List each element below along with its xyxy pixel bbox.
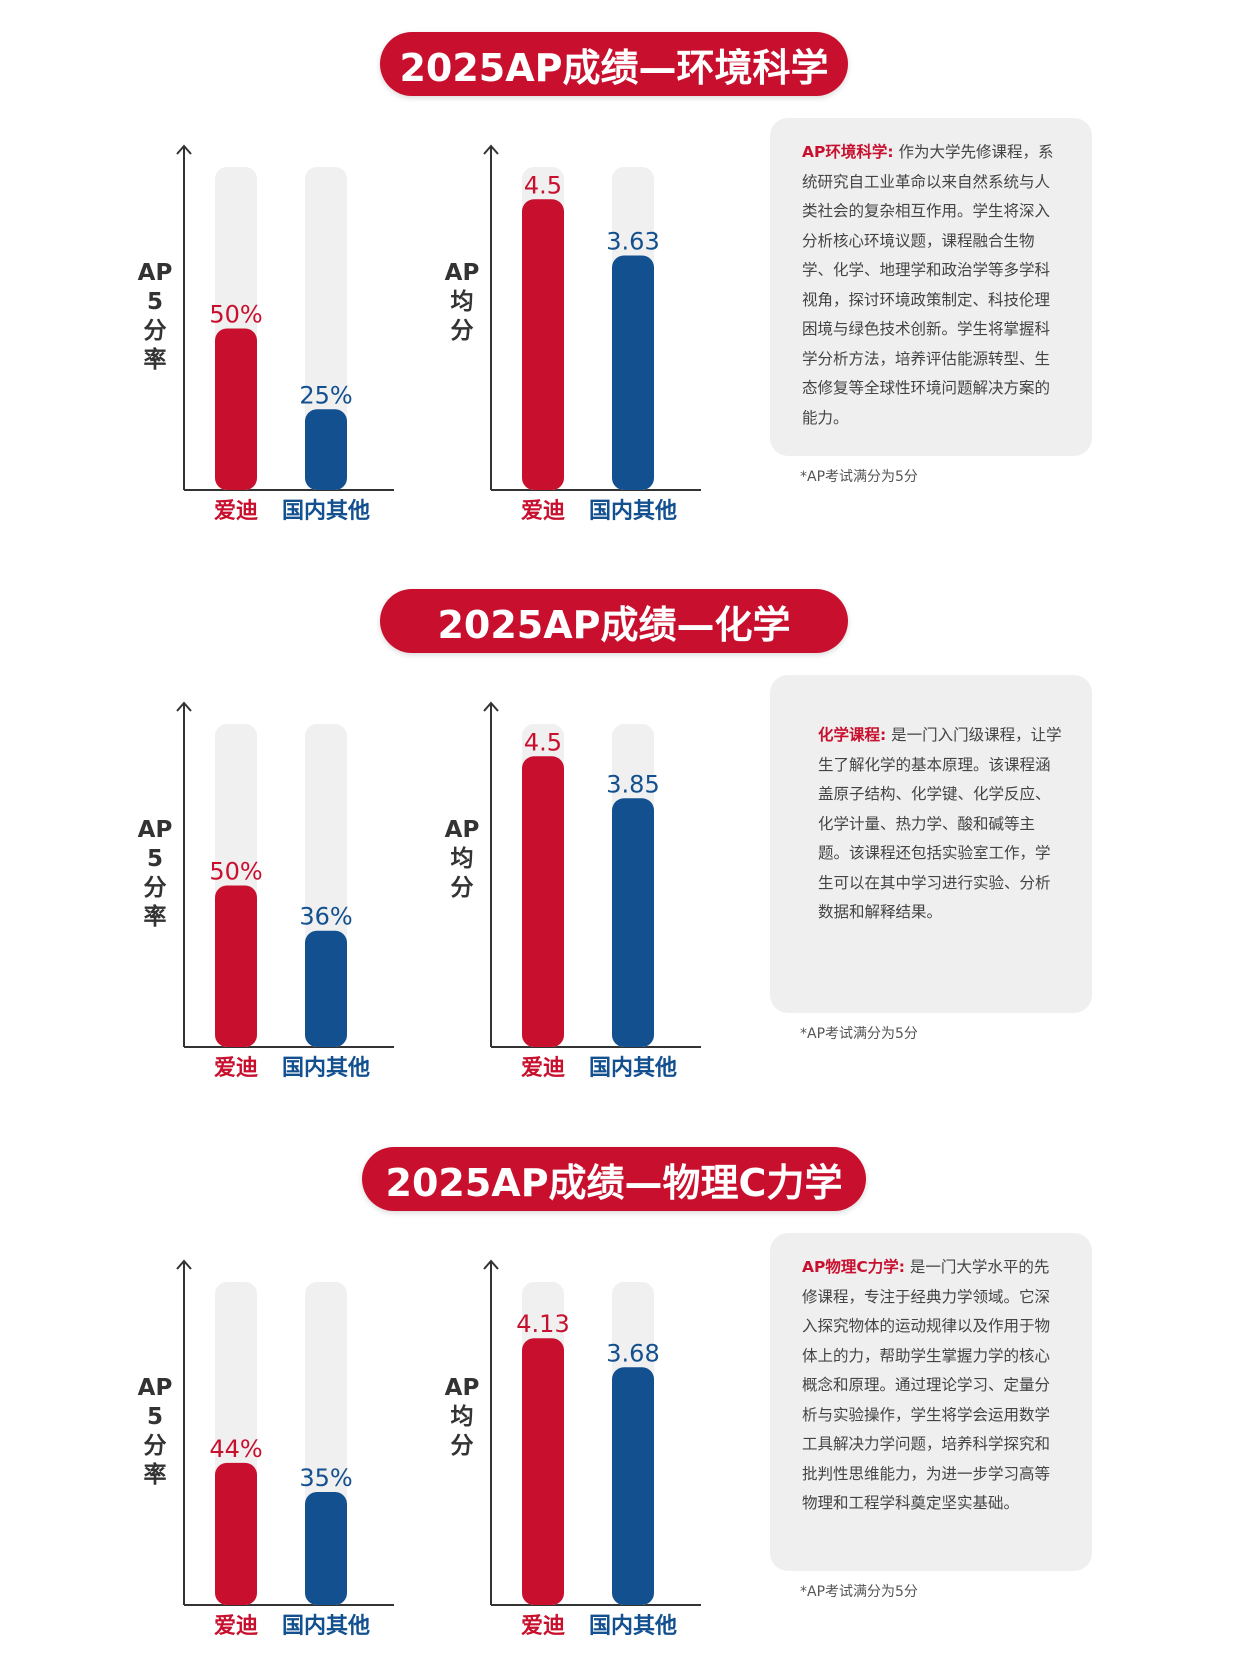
chart-5-score-rate: AP 5 分率 50% 爱迪 36% 国内其他 [138, 701, 394, 1081]
category-label: 爱迪 [521, 1614, 565, 1639]
data-label: 3.85 [606, 770, 659, 798]
y-axis-arrow-icon [483, 144, 499, 155]
y-axis-label: AP 均分 [445, 817, 480, 901]
category-label: 国内其他 [589, 499, 677, 524]
chart-average-score: AP 均分 4.13 爱迪 3.68 国内其他 [445, 1259, 701, 1639]
bar-aidi [215, 885, 257, 1047]
y-axis-label: AP 均分 [445, 260, 480, 344]
data-label: 36% [299, 903, 352, 931]
course-description: AP环境科学: 作为大学先修课程，系统研究自工业革命以来自然系统与人类社会的复杂… [770, 118, 1092, 456]
bar-aidi [522, 199, 564, 491]
y-axis-arrow-icon [176, 701, 192, 712]
course-label: 化学课程: [818, 726, 887, 744]
chart-average-score: AP 均分 4.5 爱迪 3.85 国内其他 [445, 701, 701, 1081]
bar-domestic-other [305, 409, 347, 490]
bar-domestic-other [612, 1367, 654, 1605]
bar-domestic-other [305, 930, 347, 1047]
y-axis-arrow-icon [483, 1259, 499, 1270]
section-title: 2025AP成绩—化学 [380, 589, 848, 653]
y-axis-label: AP 5 分率 [138, 817, 173, 930]
score-note: *AP考试满分为5分 [800, 469, 918, 485]
data-label: 50% [209, 858, 262, 886]
y-axis-arrow-icon [483, 701, 499, 712]
category-label: 爱迪 [521, 499, 565, 524]
section-title: 2025AP成绩—环境科学 [380, 32, 848, 96]
category-label: 国内其他 [589, 1056, 677, 1081]
bar-track [305, 167, 347, 490]
bar-domestic-other [612, 798, 654, 1047]
bar-aidi [215, 328, 257, 490]
data-label: 44% [209, 1435, 262, 1463]
section-environmental-science: 2025AP成绩—环境科学 AP 5 分率 50% 爱迪 25% 国内其他 AP 均分 4.5 爱… [0, 32, 1242, 552]
bar-aidi [215, 1462, 257, 1605]
y-axis-label: AP 均分 [445, 1375, 480, 1459]
data-label: 25% [299, 381, 352, 409]
category-label: 国内其他 [282, 1056, 370, 1081]
y-axis-label: AP 5 分率 [138, 260, 173, 373]
chart-average-score: AP 均分 4.5 爱迪 3.63 国内其他 [445, 144, 701, 524]
section-physics-c-mechanics: 2025AP成绩—物理C力学 AP 5 分率 44% 爱迪 35% 国内其他 AP 均分 4.1… [0, 1147, 1242, 1667]
data-label: 4.13 [516, 1310, 569, 1338]
bar-domestic-other [612, 255, 654, 490]
course-label: AP环境科学: [802, 143, 894, 161]
course-label: AP物理C力学: [802, 1258, 905, 1276]
chart-5-score-rate: AP 5 分率 50% 爱迪 25% 国内其他 [138, 144, 394, 524]
bar-domestic-other [305, 1491, 347, 1605]
category-label: 国内其他 [589, 1614, 677, 1639]
category-label: 国内其他 [282, 499, 370, 524]
category-label: 爱迪 [214, 1056, 258, 1081]
category-label: 爱迪 [214, 1614, 258, 1639]
course-text: 是一门大学水平的先修课程，专注于经典力学领域。它深入探究物体的运动规律以及作用于… [802, 1258, 1051, 1512]
chart-5-score-rate: AP 5 分率 44% 爱迪 35% 国内其他 [138, 1259, 394, 1639]
data-label: 4.5 [524, 171, 562, 199]
y-axis-arrow-icon [176, 144, 192, 155]
category-label: 爱迪 [214, 499, 258, 524]
bar-aidi [522, 1338, 564, 1605]
data-label: 3.68 [606, 1339, 659, 1367]
category-label: 爱迪 [521, 1056, 565, 1081]
data-label: 50% [209, 301, 262, 329]
data-label: 35% [299, 1464, 352, 1492]
course-text: 作为大学先修课程，系统研究自工业革命以来自然系统与人类社会的复杂相互作用。学生将… [802, 143, 1054, 427]
course-description: 化学课程: 是一门入门级课程，让学生了解化学的基本原理。该课程涵盖原子结构、化学… [770, 675, 1092, 1013]
y-axis-label: AP 5 分率 [138, 1375, 173, 1488]
category-label: 国内其他 [282, 1614, 370, 1639]
score-note: *AP考试满分为5分 [800, 1584, 918, 1600]
y-axis-arrow-icon [176, 1259, 192, 1270]
course-description: AP物理C力学: 是一门大学水平的先修课程，专注于经典力学领域。它深入探究物体的… [770, 1233, 1092, 1571]
course-text: 是一门入门级课程，让学生了解化学的基本原理。该课程涵盖原子结构、化学键、化学反应… [818, 726, 1062, 921]
bar-aidi [522, 756, 564, 1047]
data-label: 3.63 [606, 228, 659, 256]
section-chemistry: 2025AP成绩—化学 AP 5 分率 50% 爱迪 36% 国内其他 AP 均分 4.5 爱迪 3… [0, 589, 1242, 1109]
data-label: 4.5 [524, 728, 562, 756]
score-note: *AP考试满分为5分 [800, 1026, 918, 1042]
section-title: 2025AP成绩—物理C力学 [362, 1147, 866, 1211]
